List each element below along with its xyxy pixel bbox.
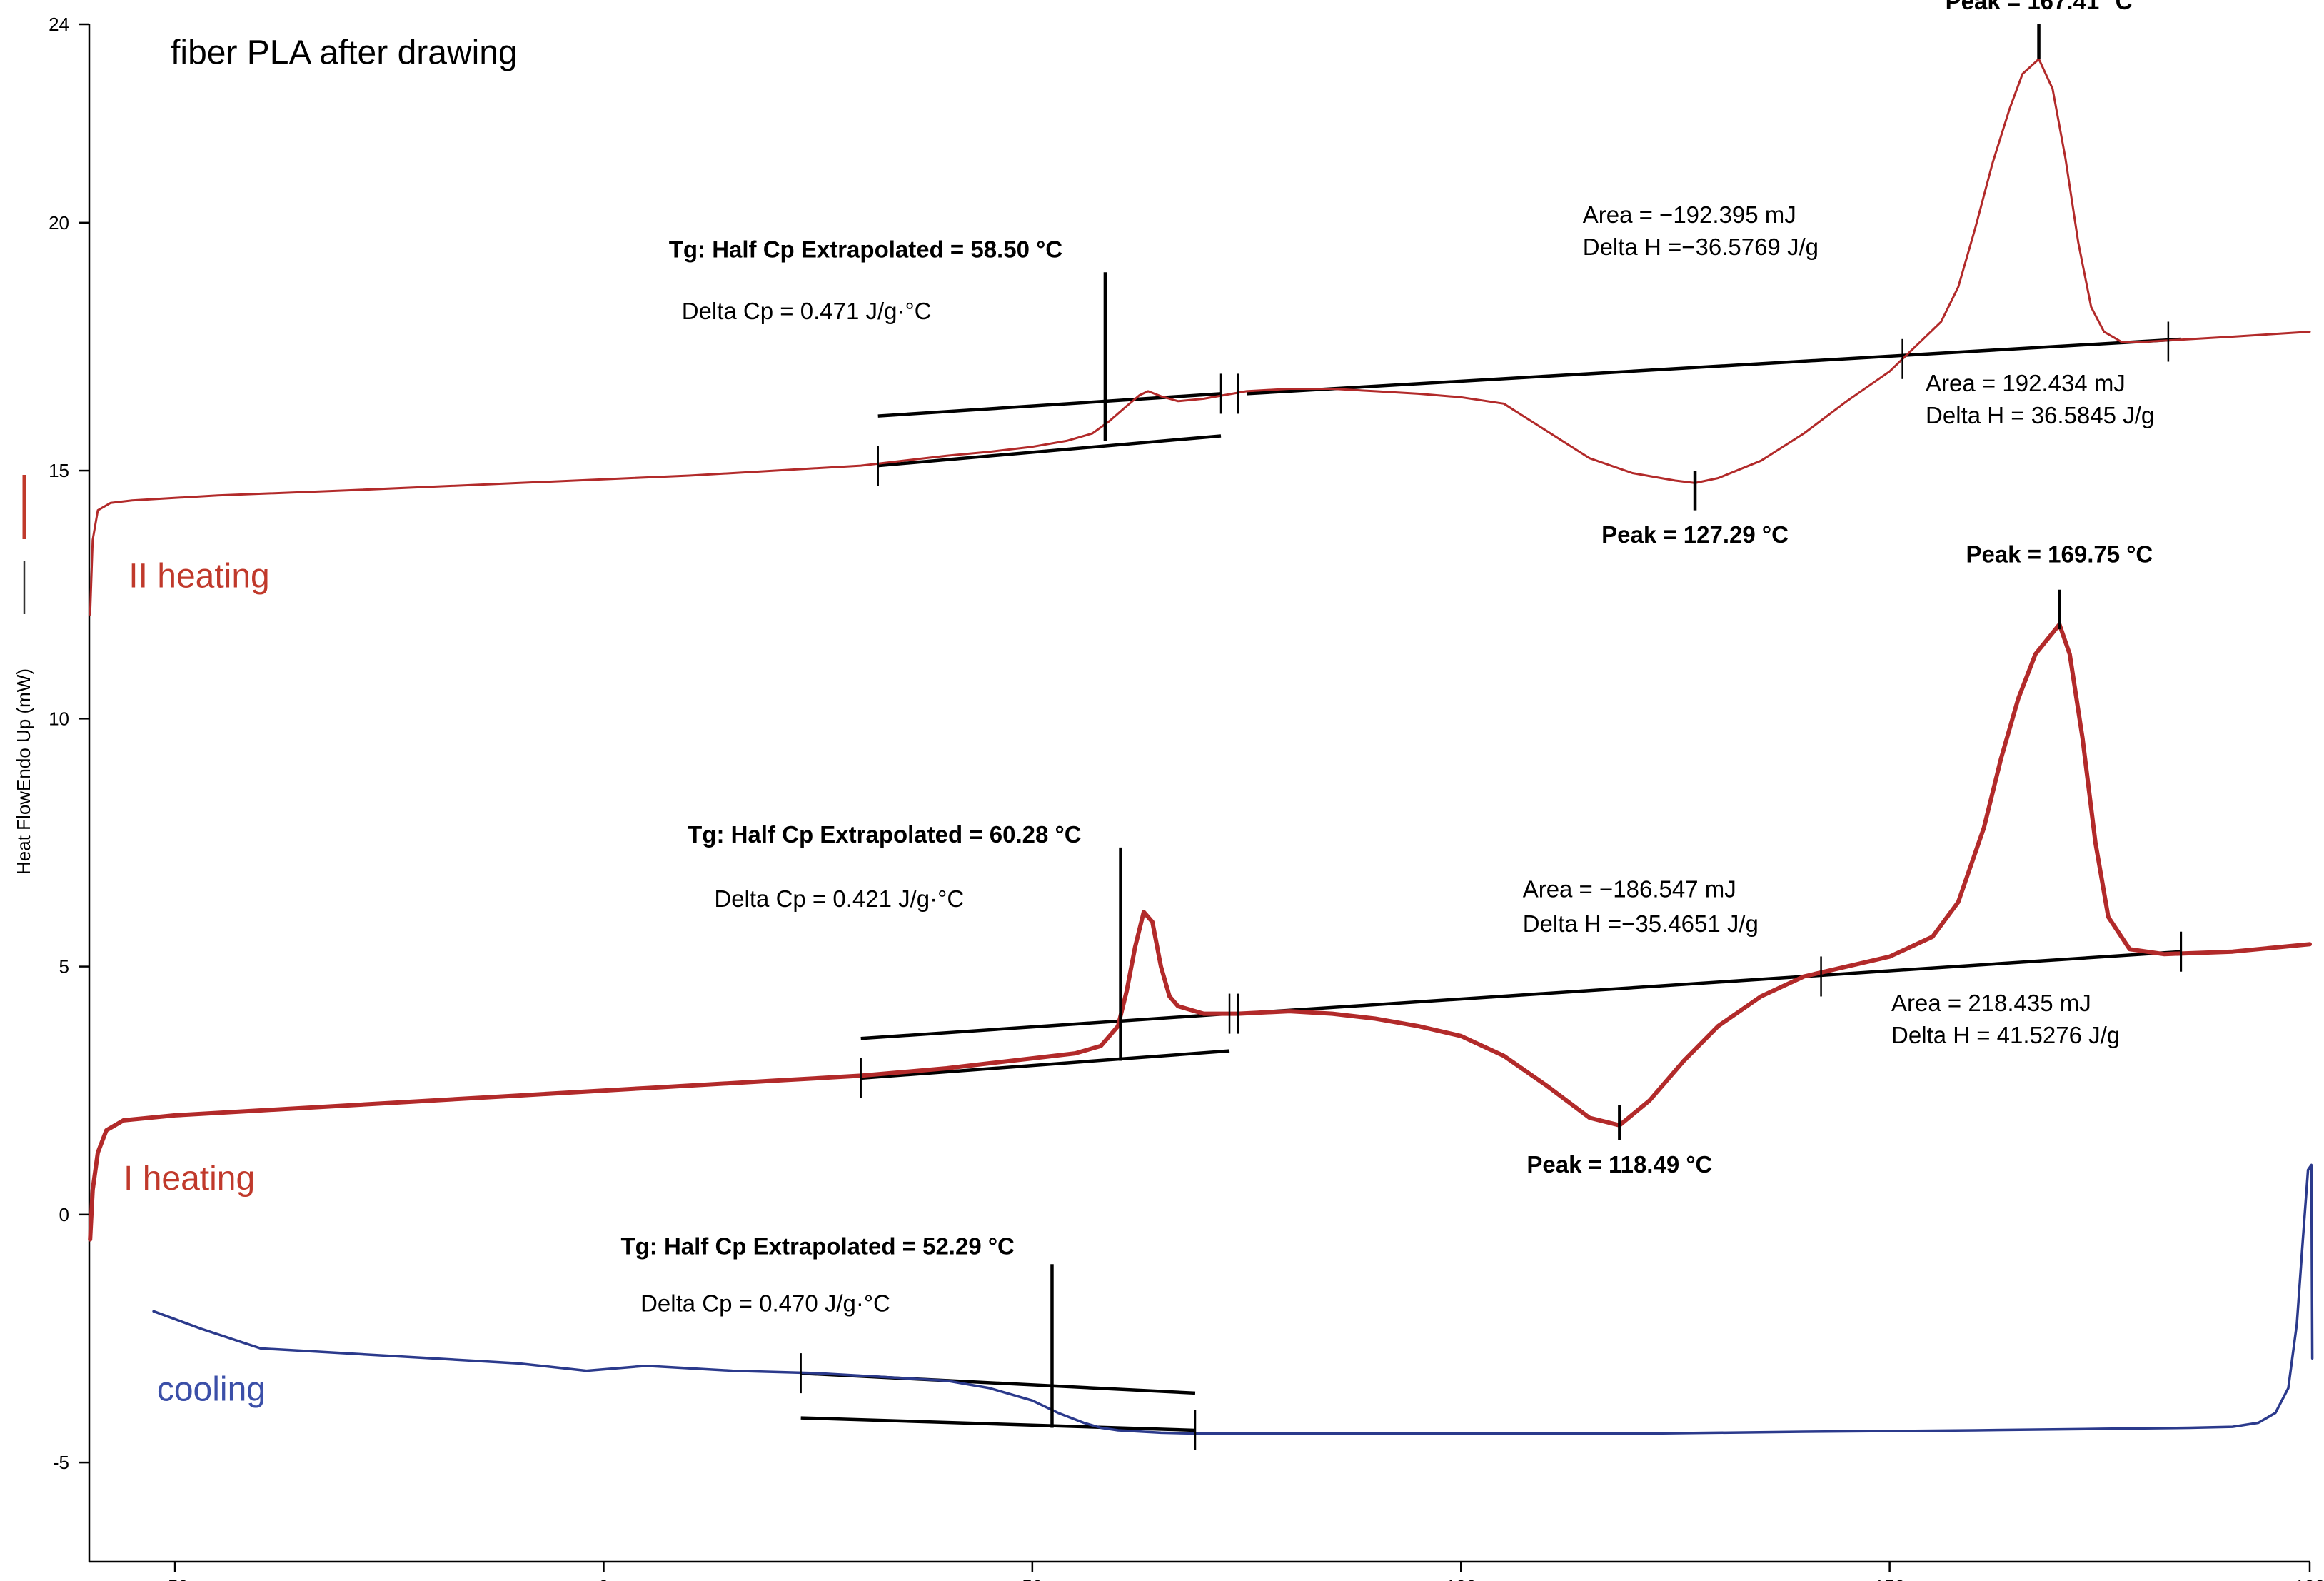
chart-title: fiber PLA after drawing xyxy=(171,34,518,72)
annotation-12: Delta H =−35.4651 J/g xyxy=(1523,910,1759,937)
baseline-3 xyxy=(860,1012,1230,1040)
annotation-4: Delta Cp = 0.471 J/g·°C xyxy=(682,298,932,324)
baseline-1 xyxy=(877,434,1222,468)
annotation-9: Tg: Half Cp Extrapolated = 60.28 °C xyxy=(688,821,1081,848)
annotation-8: Peak = 169.75 °C xyxy=(1966,541,2153,568)
series-line-2 xyxy=(152,1163,2314,1435)
y-tick-label-3: 10 xyxy=(49,708,69,729)
annotation-0: Peak = 167.41 °C xyxy=(1946,0,2133,14)
baseline-0 xyxy=(877,392,1222,418)
annotation-16: Tg: Half Cp Extrapolated = 52.29 °C xyxy=(620,1233,1014,1259)
axes: -500501001501992420151050-5Temperature (… xyxy=(13,14,2324,1581)
annotation-6: Delta H = 36.5845 J/g xyxy=(1926,402,2154,428)
annotation-17: Delta Cp = 0.470 J/g·°C xyxy=(640,1290,890,1316)
markers xyxy=(800,24,2183,1450)
baseline-5 xyxy=(1237,950,2182,1015)
series-line-0 xyxy=(89,58,2311,616)
annotation-11: Area = −186.547 mJ xyxy=(1523,875,1736,902)
annotations: Peak = 167.41 °C Area = −192.395 mJ Delta … xyxy=(124,0,2154,1408)
annotation-5: Area = 192.434 mJ xyxy=(1926,370,2126,396)
series-label-2: cooling xyxy=(157,1370,266,1408)
baseline-7 xyxy=(800,1416,1196,1432)
y-tick-label-0: 24 xyxy=(49,14,69,35)
series-line-1 xyxy=(88,622,2312,1242)
annotation-3: Tg: Half Cp Extrapolated = 58.50 °C xyxy=(669,236,1062,262)
annotation-14: Delta H = 41.5276 J/g xyxy=(1891,1022,2120,1048)
x-tick-label-1: 0 xyxy=(598,1576,608,1581)
y-tick-label-2: 15 xyxy=(49,460,69,481)
x-tick-label-3: 100 xyxy=(1446,1576,1477,1581)
x-tick-label-5: 199 xyxy=(2294,1576,2324,1581)
series-lines xyxy=(88,58,2314,1435)
y-tick-label-6: -5 xyxy=(53,1452,69,1473)
y-tick-label-5: 0 xyxy=(59,1204,69,1225)
x-tick-label-2: 50 xyxy=(1022,1576,1042,1581)
annotation-15: Peak = 118.49 °C xyxy=(1526,1151,1712,1178)
baseline-4 xyxy=(860,1049,1230,1080)
series-label-0: II heating xyxy=(129,557,269,595)
annotation-10: Delta Cp = 0.421 J/g·°C xyxy=(714,885,964,912)
series-label-1: I heating xyxy=(124,1160,255,1198)
x-tick-label-0: -50 xyxy=(161,1576,188,1581)
annotation-2: Delta H =−36.5769 J/g xyxy=(1583,234,1819,260)
annotation-13: Area = 218.435 mJ xyxy=(1891,990,2091,1016)
y-tick-label-1: 20 xyxy=(49,212,69,234)
y-tick-label-4: 5 xyxy=(59,956,69,978)
baseline-2 xyxy=(1246,337,2182,396)
annotation-7: Peak = 127.29 °C xyxy=(1601,521,1789,548)
annotation-1: Area = −192.395 mJ xyxy=(1583,201,1796,228)
x-tick-label-4: 150 xyxy=(1874,1576,1905,1581)
y-axis-label: Heat FlowEndo Up (mW) xyxy=(13,668,34,875)
baselines xyxy=(800,337,2182,1432)
